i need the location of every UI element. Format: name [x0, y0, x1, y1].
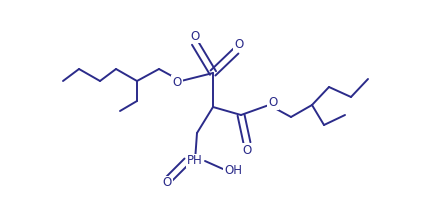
Text: O: O: [172, 75, 181, 88]
Text: OH: OH: [224, 165, 242, 177]
Text: O: O: [268, 96, 278, 110]
Text: O: O: [190, 29, 200, 42]
Text: O: O: [162, 177, 172, 190]
Text: O: O: [234, 39, 243, 52]
Text: O: O: [242, 144, 252, 156]
Text: PH: PH: [187, 155, 203, 167]
